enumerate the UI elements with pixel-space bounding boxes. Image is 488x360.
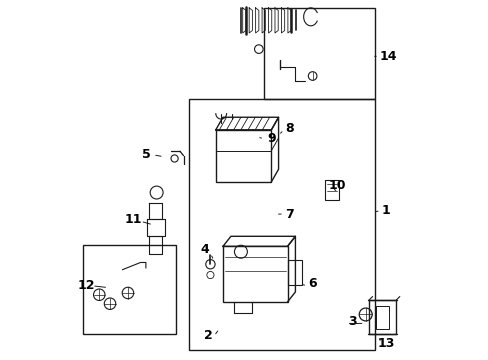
Text: 5: 5 (141, 148, 150, 161)
Bar (264, 8, 375, 99)
Text: 7: 7 (285, 208, 293, 221)
Bar (83, 244, 176, 334)
Text: 1: 1 (381, 204, 390, 217)
Text: 12: 12 (78, 279, 95, 292)
Bar (325, 180, 338, 200)
Bar (188, 99, 375, 350)
Text: 4: 4 (200, 243, 209, 256)
Text: 10: 10 (328, 179, 346, 192)
Text: 11: 11 (124, 213, 142, 226)
Text: 14: 14 (378, 50, 396, 63)
Text: 2: 2 (204, 329, 213, 342)
Text: 8: 8 (285, 122, 293, 135)
Bar (287, 260, 301, 285)
Bar (223, 246, 287, 302)
Text: 9: 9 (266, 132, 275, 145)
Text: 13: 13 (377, 337, 394, 350)
Bar (215, 130, 271, 182)
Text: 6: 6 (308, 278, 316, 291)
Text: 3: 3 (347, 315, 356, 328)
Bar (375, 306, 388, 329)
Bar (368, 300, 395, 334)
